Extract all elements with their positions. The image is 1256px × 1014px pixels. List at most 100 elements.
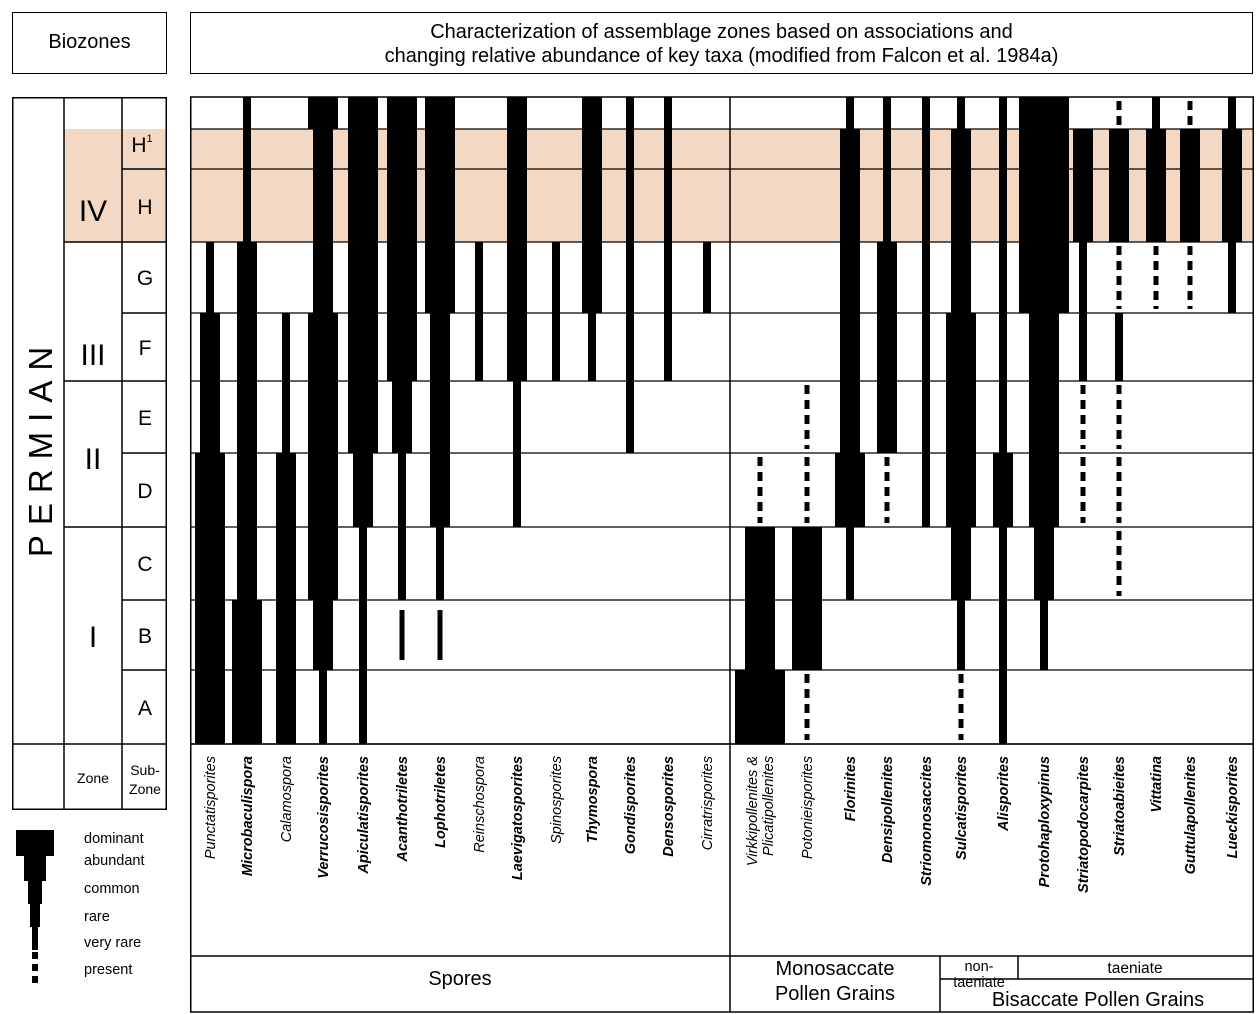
range-bar bbox=[1152, 97, 1160, 129]
taxon-label: Sulcatisporites bbox=[954, 756, 970, 860]
range-bar-present bbox=[884, 472, 890, 481]
taxon-label: Densipollenites bbox=[880, 756, 896, 863]
range-bar bbox=[276, 670, 296, 744]
range-bar bbox=[1079, 242, 1087, 313]
range-bar bbox=[957, 97, 965, 129]
range-bar bbox=[195, 453, 225, 527]
subzone-f: F bbox=[139, 337, 152, 360]
range-bar-present bbox=[958, 719, 964, 728]
range-bar bbox=[951, 242, 971, 313]
range-bar bbox=[1079, 313, 1087, 381]
range-bar bbox=[282, 313, 290, 381]
range-bar-present bbox=[1080, 445, 1086, 449]
range-bar-present bbox=[1116, 415, 1122, 424]
taxon-label: Calamospora bbox=[279, 756, 295, 842]
range-bar-present bbox=[1080, 487, 1086, 496]
range-bar bbox=[387, 129, 417, 242]
range-bar-present bbox=[1116, 531, 1122, 540]
range-bar bbox=[425, 242, 455, 313]
taxon-label: Densosporites bbox=[661, 756, 677, 857]
range-bar bbox=[348, 381, 378, 453]
subzone-e: E bbox=[138, 407, 152, 430]
range-bar bbox=[243, 97, 251, 129]
range-bar bbox=[348, 97, 378, 129]
legend-present: present bbox=[84, 962, 133, 978]
range-bar-present bbox=[1116, 561, 1122, 570]
range-bar bbox=[626, 97, 634, 129]
range-bar bbox=[745, 527, 775, 600]
range-bar bbox=[735, 670, 785, 744]
chart-title-line1: Characterization of assemblage zones bas… bbox=[430, 21, 1013, 43]
range-bar bbox=[664, 97, 672, 129]
range-bar bbox=[313, 600, 333, 670]
taxon-label: Acanthotriletes bbox=[395, 756, 411, 863]
legend-dominant: dominant bbox=[84, 831, 144, 847]
taxon-label: Vittatina bbox=[1149, 756, 1165, 813]
range-bar bbox=[951, 129, 971, 242]
taxon-label: Striatopodocarpites bbox=[1076, 756, 1092, 893]
range-bar bbox=[195, 670, 225, 744]
taxon-label: Apiculatisporites bbox=[356, 756, 372, 875]
range-bar bbox=[1109, 129, 1129, 242]
subzone-h: H bbox=[137, 196, 152, 219]
range-bar-present bbox=[1080, 415, 1086, 424]
range-bar bbox=[313, 242, 333, 313]
range-bar bbox=[1029, 453, 1059, 527]
range-bar bbox=[237, 313, 257, 381]
taxon-label: Protohaploxypinus bbox=[1037, 756, 1053, 887]
range-bar bbox=[999, 129, 1007, 242]
range-bar bbox=[475, 313, 483, 381]
range-bar bbox=[626, 313, 634, 381]
range-bar-present bbox=[884, 517, 890, 523]
subzone-d: D bbox=[137, 480, 152, 503]
subzone-h1: H1 bbox=[131, 133, 152, 157]
range-bar bbox=[792, 600, 822, 670]
subzone-highlight bbox=[64, 129, 167, 242]
range-bar-present bbox=[1187, 291, 1193, 300]
range-bar-present bbox=[757, 472, 763, 481]
range-bar bbox=[946, 453, 976, 527]
range-bar bbox=[308, 453, 338, 527]
range-bar bbox=[513, 381, 521, 453]
range-bar-present bbox=[1116, 116, 1122, 125]
taxon-label: Virkkipollenites &Plicatipollenites bbox=[745, 756, 777, 866]
chart-title-box: Characterization of assemblage zones bas… bbox=[190, 12, 1253, 74]
range-bar bbox=[308, 313, 338, 381]
range-bar-present bbox=[884, 487, 890, 496]
group-label-monosaccate: Monosaccate bbox=[776, 958, 895, 980]
range-bar-present bbox=[1187, 306, 1193, 309]
range-bar-present bbox=[804, 719, 810, 728]
range-bar bbox=[387, 97, 417, 129]
range-bar-present bbox=[804, 472, 810, 481]
range-bar bbox=[507, 313, 527, 381]
range-bar bbox=[348, 129, 378, 242]
range-bar-present bbox=[1116, 276, 1122, 285]
biozone-column: PERMIAN IV III II I H1 H G F E D C B A Z… bbox=[12, 97, 167, 810]
range-bar-present bbox=[1187, 101, 1193, 110]
range-bar bbox=[946, 313, 976, 381]
range-bar bbox=[237, 527, 257, 600]
range-bar bbox=[200, 313, 220, 381]
taxon-label: Gondisporites bbox=[623, 756, 639, 854]
range-bar bbox=[582, 97, 602, 129]
range-bar-present bbox=[1153, 261, 1159, 270]
range-bar bbox=[664, 129, 672, 242]
range-bar-present bbox=[804, 415, 810, 424]
range-bar-very-rare bbox=[399, 610, 405, 660]
range-bar-present bbox=[1116, 591, 1122, 596]
range-bar bbox=[840, 313, 860, 381]
range-bar bbox=[588, 313, 596, 381]
subzone-b: B bbox=[138, 625, 152, 648]
range-bar bbox=[922, 313, 930, 381]
range-bar bbox=[359, 670, 367, 744]
range-bar bbox=[1222, 129, 1242, 242]
range-bar bbox=[1019, 97, 1069, 129]
taxon-label: Potonieisporites bbox=[800, 756, 816, 859]
range-bar-present bbox=[1116, 261, 1122, 270]
taxon-label: Lophotriletes bbox=[433, 756, 449, 848]
range-bar bbox=[999, 313, 1007, 381]
zone-label-iii: III bbox=[80, 339, 105, 372]
range-bar bbox=[922, 381, 930, 453]
range-bar bbox=[626, 242, 634, 313]
range-bar bbox=[1180, 129, 1200, 242]
